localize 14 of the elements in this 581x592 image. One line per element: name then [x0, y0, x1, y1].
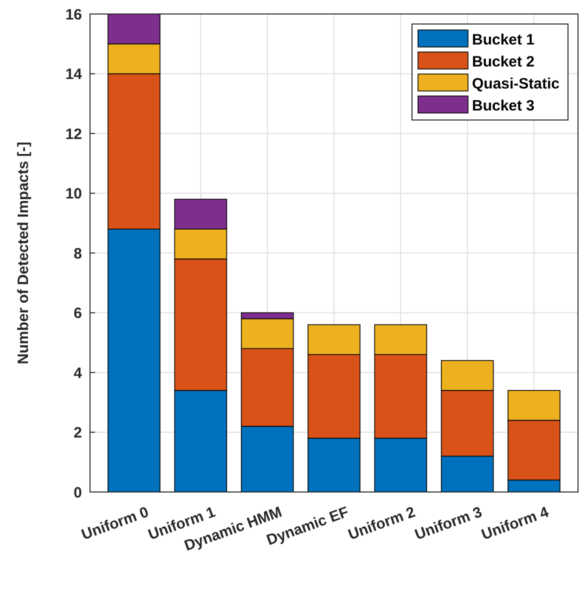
y-tick-label: 14	[65, 66, 83, 83]
y-tick-label: 0	[74, 484, 82, 502]
y-tick-label: 6	[74, 305, 82, 322]
y-tick-label: 2	[74, 424, 82, 442]
legend-label: Bucket 2	[472, 53, 535, 70]
y-tick-label: 12	[65, 126, 82, 143]
y-tick-label: 10	[65, 186, 82, 202]
legend-label: Bucket 3	[472, 97, 535, 114]
y-tick-label: 8	[74, 245, 82, 262]
y-tick-label: 16	[65, 6, 82, 24]
y-axis-title: Number of Detected Impacts [-]	[15, 142, 32, 364]
legend-label: Bucket 1	[472, 31, 535, 48]
y-tick-label: 4	[74, 364, 83, 382]
legend-label: Quasi-Static	[472, 75, 560, 92]
